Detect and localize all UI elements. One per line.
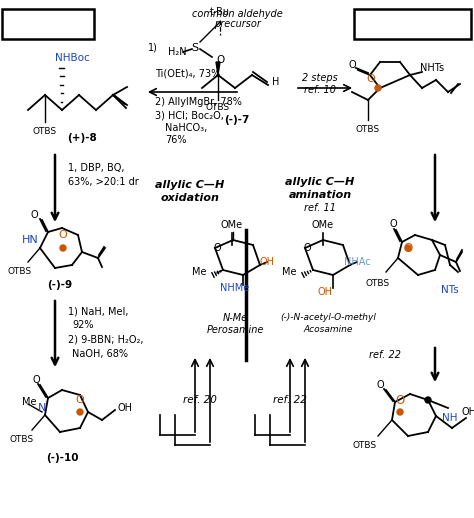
Text: NaHCO₃,: NaHCO₃,	[165, 123, 207, 133]
Text: O: O	[76, 395, 84, 405]
Text: O: O	[366, 74, 375, 84]
Text: N: N	[38, 403, 46, 413]
Text: amination: amination	[289, 190, 352, 200]
Text: O: O	[213, 243, 221, 253]
Text: OH: OH	[118, 403, 133, 413]
Text: 76%: 76%	[165, 135, 186, 145]
Text: ref. 22: ref. 22	[369, 350, 401, 360]
Text: NHBoc: NHBoc	[55, 53, 90, 63]
Text: (-)-10: (-)-10	[46, 453, 78, 463]
Text: Me: Me	[283, 267, 297, 277]
Circle shape	[375, 85, 381, 91]
Text: (-)-7: (-)-7	[224, 115, 250, 125]
Text: allylic C—H: allylic C—H	[155, 180, 225, 190]
Text: ref. 11: ref. 11	[304, 203, 336, 213]
FancyBboxPatch shape	[354, 9, 471, 39]
Text: Me: Me	[22, 397, 36, 407]
Text: O: O	[59, 230, 67, 240]
Text: NH: NH	[442, 413, 458, 423]
Text: OMe: OMe	[221, 220, 243, 230]
Text: O: O	[30, 210, 38, 220]
Text: HN: HN	[22, 235, 38, 245]
Text: O: O	[389, 219, 397, 229]
Text: NHMe: NHMe	[220, 283, 250, 293]
Text: N-Me: N-Me	[222, 313, 247, 323]
Text: 3) HCl; Boc₂O,: 3) HCl; Boc₂O,	[155, 111, 224, 121]
Text: O: O	[395, 394, 405, 407]
Circle shape	[405, 245, 411, 251]
Text: OTBS: OTBS	[8, 267, 32, 277]
Text: OTBS: OTBS	[356, 125, 380, 135]
Text: Acosamine: Acosamine	[303, 325, 353, 335]
Text: O: O	[216, 55, 224, 65]
Text: OH: OH	[318, 287, 332, 297]
Text: Amination: Amination	[377, 18, 449, 31]
Text: OTBS: OTBS	[366, 279, 390, 287]
Text: common aldehyde: common aldehyde	[191, 9, 283, 19]
Text: 63%, >20:1 dr: 63%, >20:1 dr	[68, 177, 139, 187]
Text: ref. 22: ref. 22	[273, 395, 307, 405]
Text: Perosamine: Perosamine	[206, 325, 264, 335]
Text: ref. 10: ref. 10	[304, 85, 336, 95]
Circle shape	[60, 245, 66, 251]
Text: t-Bu: t-Bu	[210, 7, 230, 17]
Circle shape	[425, 397, 431, 403]
Text: 1) NaH, MeI,: 1) NaH, MeI,	[68, 307, 128, 317]
Text: O: O	[32, 375, 40, 385]
Text: NHAc: NHAc	[344, 257, 370, 267]
Text: allylic C—H: allylic C—H	[285, 177, 355, 187]
Text: (+)-8: (+)-8	[67, 133, 97, 143]
Text: (-)-N-acetyl-O-methyl: (-)-N-acetyl-O-methyl	[280, 313, 376, 323]
Text: 2) AllylMgBr, 78%: 2) AllylMgBr, 78%	[155, 97, 242, 107]
Text: NHTs: NHTs	[420, 63, 444, 73]
Text: O: O	[403, 241, 413, 254]
Text: 92%: 92%	[72, 320, 93, 330]
Text: 1, DBP, BQ,: 1, DBP, BQ,	[68, 163, 125, 173]
Text: H₂N: H₂N	[168, 47, 187, 57]
Text: OTBS: OTBS	[33, 127, 57, 137]
Text: OMe: OMe	[312, 220, 334, 230]
Text: (-)-9: (-)-9	[47, 280, 73, 290]
Circle shape	[397, 409, 403, 415]
Text: O: O	[303, 243, 311, 253]
Text: ref. 20: ref. 20	[183, 395, 217, 405]
Text: Oxidation: Oxidation	[14, 18, 82, 31]
Text: 2 steps: 2 steps	[302, 73, 338, 83]
Text: 2) 9-BBN; H₂O₂,: 2) 9-BBN; H₂O₂,	[68, 335, 144, 345]
FancyBboxPatch shape	[2, 9, 94, 39]
Text: OTBS: OTBS	[353, 440, 377, 450]
Text: OH: OH	[259, 257, 274, 267]
Text: Me: Me	[192, 267, 207, 277]
Text: OTBS: OTBS	[10, 436, 34, 444]
Text: H: H	[272, 77, 279, 87]
Text: oxidation: oxidation	[161, 193, 219, 203]
Text: 1): 1)	[148, 43, 158, 53]
Text: S: S	[191, 43, 199, 53]
Text: O: O	[348, 60, 356, 70]
Circle shape	[77, 409, 83, 415]
Text: OTBS: OTBS	[206, 104, 230, 112]
Text: precursor: precursor	[214, 19, 260, 29]
Text: O: O	[376, 380, 384, 390]
Text: OH: OH	[462, 407, 474, 417]
Text: NTs: NTs	[441, 285, 459, 295]
Polygon shape	[216, 62, 220, 75]
Text: NaOH, 68%: NaOH, 68%	[72, 349, 128, 359]
Text: Ti(OEt)₄, 73%: Ti(OEt)₄, 73%	[155, 69, 220, 79]
